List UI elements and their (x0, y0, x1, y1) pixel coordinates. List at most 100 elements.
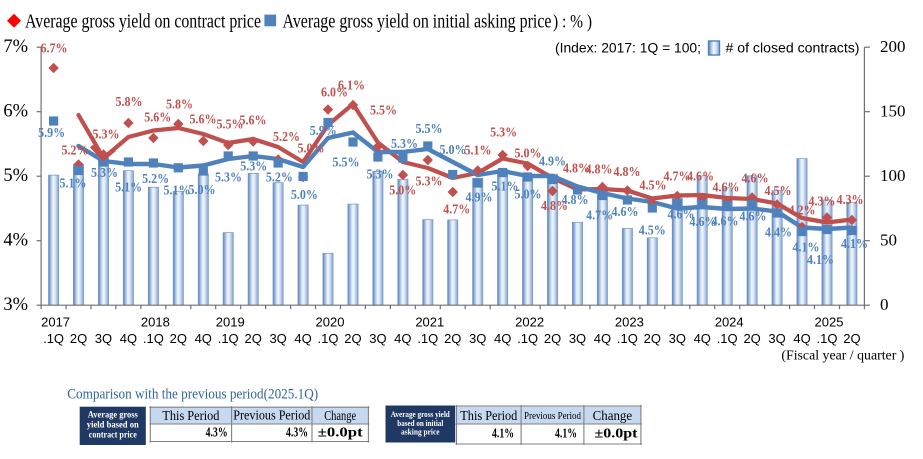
svg-text:2019: 2019 (216, 315, 245, 330)
svg-text:4.6%: 4.6% (687, 168, 714, 183)
svg-text:5.0%: 5.0% (291, 187, 318, 202)
svg-text:5%: 5% (3, 166, 28, 186)
svg-text:2017: 2017 (41, 315, 70, 330)
svg-text:5.9%: 5.9% (38, 125, 65, 140)
svg-text:0: 0 (880, 295, 889, 314)
svg-text:4Q: 4Q (120, 331, 137, 346)
svg-text:4.3%: 4.3% (206, 425, 228, 440)
svg-text:.1Q: .1Q (717, 331, 738, 346)
svg-text:5.0%: 5.0% (298, 140, 325, 155)
svg-text:asking price: asking price (401, 427, 440, 437)
svg-text:5.8%: 5.8% (166, 96, 193, 111)
svg-text:4.9%: 4.9% (466, 189, 493, 204)
svg-text:4.1%: 4.1% (492, 427, 514, 442)
svg-text:2018: 2018 (141, 315, 170, 330)
svg-text:200: 200 (880, 37, 906, 56)
svg-text:4.6%: 4.6% (612, 204, 639, 219)
svg-text:4.1%: 4.1% (793, 239, 820, 254)
svg-text:4.6%: 4.6% (668, 206, 695, 221)
svg-text:3%: 3% (3, 295, 28, 315)
svg-text:5.1%: 5.1% (492, 178, 519, 193)
svg-text:5.3%: 5.3% (416, 173, 443, 188)
svg-text:2Q: 2Q (743, 331, 760, 346)
svg-text:4.8%: 4.8% (562, 192, 589, 207)
svg-text:5.6%: 5.6% (190, 111, 217, 126)
svg-text:150: 150 (880, 102, 906, 121)
svg-text:contract price: contract price (89, 430, 137, 440)
svg-text:4.2%: 4.2% (789, 202, 816, 217)
svg-text:5.0%: 5.0% (440, 142, 467, 157)
svg-text:5.5%: 5.5% (416, 121, 443, 136)
svg-text:4.1%: 4.1% (807, 252, 834, 267)
svg-text:5.3%: 5.3% (490, 124, 517, 139)
svg-text:3Q: 3Q (269, 331, 286, 346)
svg-text:5.1%: 5.1% (115, 180, 142, 195)
svg-text:5.0%: 5.0% (389, 182, 416, 197)
svg-text:5.5%: 5.5% (217, 116, 244, 131)
svg-text:5.2%: 5.2% (142, 171, 169, 186)
svg-text:3Q: 3Q (95, 331, 112, 346)
svg-text:.1Q: .1Q (617, 331, 638, 346)
svg-text:.1Q: .1Q (816, 331, 837, 346)
svg-text:6.0%: 6.0% (321, 84, 348, 99)
svg-text:4Q: 4Q (793, 331, 810, 346)
svg-text:4.8%: 4.8% (586, 161, 613, 176)
svg-text:3Q: 3Q (469, 331, 486, 346)
svg-text:2020: 2020 (316, 315, 345, 330)
svg-text:5.3%: 5.3% (215, 169, 242, 184)
svg-text:3Q: 3Q (768, 331, 785, 346)
svg-text:5.1%: 5.1% (465, 142, 492, 157)
svg-text:5.5%: 5.5% (370, 102, 397, 117)
svg-text:4.6%: 4.6% (740, 208, 767, 223)
svg-text:5.2%: 5.2% (62, 142, 89, 157)
svg-text:Comparison with the previous p: Comparison with the previous period(2025… (67, 387, 318, 403)
svg-text:5.1%: 5.1% (164, 182, 191, 197)
svg-text:4Q: 4Q (594, 331, 611, 346)
svg-text:±0.0pt: ±0.0pt (318, 425, 364, 440)
svg-text:3Q: 3Q (569, 331, 586, 346)
svg-text:(Fiscal year / quarter ): (Fiscal year / quarter ) (781, 349, 904, 364)
svg-text:Average gross: Average gross (88, 410, 138, 420)
svg-text:4.7%: 4.7% (586, 207, 613, 222)
svg-text:4Q: 4Q (494, 331, 511, 346)
svg-text:4.5%: 4.5% (640, 177, 667, 192)
svg-text:4.1%: 4.1% (841, 236, 868, 251)
svg-text:5.2%: 5.2% (273, 129, 300, 144)
svg-text:5.0%: 5.0% (515, 145, 542, 160)
svg-text:4.5%: 4.5% (639, 222, 666, 237)
svg-text:4.6%: 4.6% (690, 214, 717, 229)
svg-text:2023: 2023 (615, 315, 644, 330)
svg-text:Average gross yield on initial: Average gross yield on initial asking pr… (283, 10, 552, 32)
svg-text:.1Q: .1Q (218, 331, 239, 346)
svg-text:6.7%: 6.7% (41, 40, 68, 55)
svg-text:Previous Period: Previous Period (524, 410, 581, 422)
svg-text:5.6%: 5.6% (240, 112, 267, 127)
svg-text:.1Q: .1Q (517, 331, 538, 346)
svg-text:4.4%: 4.4% (765, 224, 792, 239)
svg-text:4.6%: 4.6% (742, 170, 769, 185)
svg-text:5.2%: 5.2% (266, 169, 293, 184)
svg-text:5.3%: 5.3% (367, 166, 394, 181)
svg-text:.1Q: .1Q (417, 331, 438, 346)
svg-text:4.7%: 4.7% (664, 168, 691, 183)
svg-text:5.3%: 5.3% (93, 126, 120, 141)
svg-text:2Q: 2Q (344, 331, 361, 346)
svg-text:Change: Change (324, 408, 356, 423)
svg-text:2Q: 2Q (70, 331, 87, 346)
svg-text:3Q: 3Q (369, 331, 386, 346)
svg-text:2Q: 2Q (843, 331, 860, 346)
svg-text:2Q: 2Q (244, 331, 261, 346)
svg-text:4Q: 4Q (394, 331, 411, 346)
svg-text:7%: 7% (3, 37, 28, 57)
svg-text:2Q: 2Q (644, 331, 661, 346)
svg-text:5.8%: 5.8% (116, 94, 143, 109)
svg-text:4Q: 4Q (694, 331, 711, 346)
svg-text:This Period: This Period (162, 408, 219, 423)
svg-text:4.3%: 4.3% (837, 192, 864, 207)
svg-text:Average gross yield on contrac: Average gross yield on contract price (25, 10, 261, 32)
svg-text:Previous Period: Previous Period (233, 408, 310, 423)
svg-text:5.6%: 5.6% (144, 109, 171, 124)
svg-text:5.0%: 5.0% (515, 187, 542, 202)
svg-text:4Q: 4Q (294, 331, 311, 346)
svg-text:.1Q: .1Q (43, 331, 64, 346)
